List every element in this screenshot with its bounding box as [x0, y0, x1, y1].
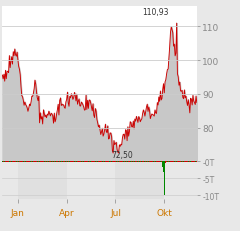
Bar: [141, 162, 142, 163]
Bar: [176, 162, 177, 163]
Bar: [137, 162, 138, 163]
Bar: [156, 162, 157, 163]
Bar: [102, 162, 103, 163]
Bar: [50, 162, 51, 163]
Bar: [112, 162, 113, 163]
Bar: [164, 162, 165, 195]
Bar: [193, 162, 194, 163]
Bar: [75, 162, 76, 163]
Bar: [52, 162, 53, 163]
Bar: [180, 162, 181, 163]
Text: 110,93: 110,93: [142, 8, 168, 17]
Bar: [37, 162, 38, 163]
Bar: [163, 162, 164, 172]
Bar: [78, 162, 79, 163]
Bar: [22, 162, 23, 163]
Bar: [174, 162, 175, 163]
Bar: [187, 162, 188, 163]
Bar: [110, 162, 111, 163]
Bar: [10, 162, 11, 163]
Bar: [20, 162, 21, 163]
Bar: [109, 162, 110, 163]
Bar: [170, 162, 171, 163]
Bar: [9, 162, 10, 163]
Bar: [152, 162, 153, 163]
Bar: [13, 162, 14, 163]
Bar: [140, 162, 141, 163]
Bar: [14, 162, 15, 163]
Bar: [115, 162, 164, 199]
Bar: [99, 162, 100, 163]
Bar: [24, 162, 25, 163]
Bar: [67, 162, 68, 163]
Bar: [162, 162, 163, 167]
Bar: [60, 162, 61, 163]
Bar: [34, 162, 35, 163]
Bar: [148, 162, 149, 163]
Bar: [153, 162, 154, 163]
Text: 72,50: 72,50: [112, 151, 133, 160]
Bar: [87, 162, 88, 163]
Bar: [55, 162, 56, 163]
Bar: [194, 162, 195, 163]
Bar: [18, 162, 67, 199]
Bar: [161, 162, 162, 163]
Bar: [165, 162, 166, 164]
